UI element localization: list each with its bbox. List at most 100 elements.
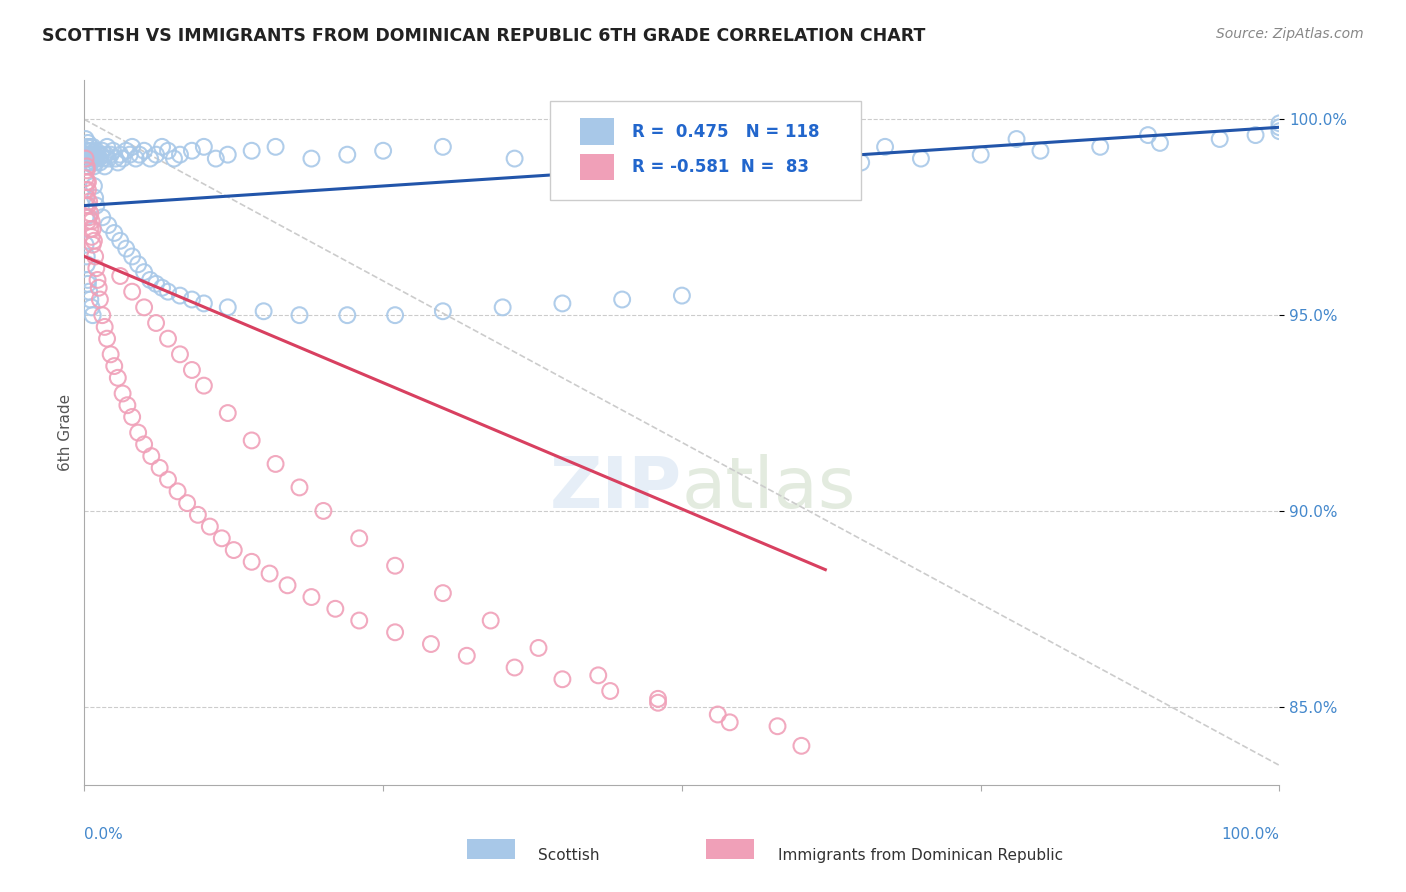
Point [83, 234, 105, 248]
Point [86, 144, 108, 158]
Point [127, 425, 149, 440]
Point [75, 132, 97, 146]
Point [77, 183, 100, 197]
Point [145, 316, 167, 330]
Point [87, 281, 110, 295]
Point [83, 178, 105, 194]
Point [139, 273, 162, 287]
Point [86, 147, 108, 161]
Point [75, 183, 97, 197]
Point [240, 144, 263, 158]
Point [91, 308, 114, 322]
Point [277, 578, 299, 592]
Point [193, 296, 215, 310]
Point [110, 268, 132, 283]
Text: R =  0.475   N = 118: R = 0.475 N = 118 [631, 123, 820, 141]
Point [76, 249, 98, 263]
Point [77, 147, 100, 161]
Point [75, 198, 97, 212]
Point [76, 160, 98, 174]
Point [84, 249, 107, 263]
Point [492, 301, 515, 315]
Point [76, 257, 98, 271]
Point [384, 625, 406, 640]
Text: Scottish: Scottish [538, 848, 600, 863]
Point [80, 230, 103, 244]
Point [150, 281, 173, 295]
Point [169, 288, 191, 302]
Point [157, 285, 180, 299]
Point [187, 508, 209, 522]
Point [75, 144, 97, 158]
Point [222, 543, 245, 558]
Point [671, 288, 693, 302]
Point [115, 242, 138, 256]
Point [110, 147, 132, 161]
Point [93, 152, 115, 166]
Point [89, 155, 111, 169]
Point [96, 140, 118, 154]
Point [1244, 128, 1267, 142]
Point [77, 214, 100, 228]
Point [76, 191, 98, 205]
Point [1137, 128, 1160, 142]
Bar [467, 839, 515, 859]
Point [79, 206, 101, 220]
Point [111, 386, 134, 401]
Point [101, 144, 124, 158]
Point [150, 140, 173, 154]
Point [79, 293, 101, 307]
Point [166, 484, 188, 499]
Point [264, 457, 287, 471]
Point [111, 152, 134, 166]
Point [77, 277, 100, 291]
Point [82, 140, 104, 154]
Point [84, 147, 107, 161]
Point [96, 332, 118, 346]
Point [77, 160, 100, 174]
Point [76, 163, 98, 178]
Point [301, 590, 323, 604]
Point [551, 672, 574, 686]
Point [132, 301, 156, 315]
Point [193, 140, 215, 154]
Point [75, 171, 97, 186]
Point [198, 519, 221, 533]
Point [910, 152, 932, 166]
Point [77, 175, 100, 189]
Text: R = -0.581  N =  83: R = -0.581 N = 83 [631, 158, 808, 176]
Text: Immigrants from Dominican Republic: Immigrants from Dominican Republic [778, 848, 1063, 863]
Point [77, 194, 100, 209]
Point [77, 198, 100, 212]
Point [132, 437, 156, 451]
Point [139, 152, 162, 166]
Point [80, 301, 103, 315]
Point [91, 144, 114, 158]
Point [1090, 140, 1112, 154]
Point [181, 293, 204, 307]
Text: 100.0%: 100.0% [1222, 827, 1279, 842]
Point [82, 222, 104, 236]
Point [432, 304, 454, 318]
Point [86, 261, 108, 276]
Point [79, 140, 101, 154]
Point [76, 140, 98, 154]
Point [86, 273, 108, 287]
Point [599, 684, 621, 698]
Point [82, 237, 104, 252]
Text: SCOTTISH VS IMMIGRANTS FROM DOMINICAN REPUBLIC 6TH GRADE CORRELATION CHART: SCOTTISH VS IMMIGRANTS FROM DOMINICAN RE… [42, 27, 925, 45]
Point [90, 147, 112, 161]
Y-axis label: 6th Grade: 6th Grade [58, 394, 73, 471]
Point [588, 668, 610, 682]
Point [503, 152, 526, 166]
Point [325, 601, 347, 615]
Point [1029, 144, 1052, 158]
Point [766, 719, 789, 733]
Text: atlas: atlas [682, 455, 856, 524]
Point [503, 660, 526, 674]
Point [157, 473, 180, 487]
Point [77, 273, 100, 287]
Text: ZIP: ZIP [550, 455, 682, 524]
Point [84, 155, 107, 169]
Bar [581, 153, 614, 180]
